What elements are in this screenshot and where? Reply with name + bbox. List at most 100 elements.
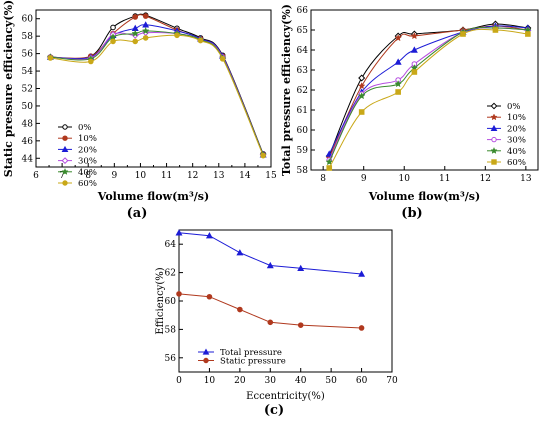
- legend-marker: [490, 113, 498, 121]
- legend-label: 60%: [78, 179, 97, 189]
- legend-marker: [203, 357, 209, 364]
- legend-marker: [491, 159, 497, 165]
- y-tick-label: 65: [297, 26, 309, 36]
- legend-label: Total pressure: [220, 348, 282, 358]
- plot-frame: [310, 9, 539, 171]
- legend-marker: [491, 136, 497, 143]
- y-tick-label: 56: [22, 50, 34, 60]
- x-tick-label: 60: [356, 376, 368, 386]
- legend-label: 20%: [78, 145, 97, 155]
- y-tick-label: 56: [165, 354, 177, 364]
- legend-marker: [490, 146, 498, 154]
- data-point: [358, 325, 365, 331]
- data-point: [358, 74, 366, 82]
- series-0-: [325, 20, 532, 160]
- data-point: [357, 92, 366, 100]
- y-tick-label: 61: [297, 106, 308, 116]
- panel-label-b: (b): [401, 206, 422, 221]
- data-point: [110, 24, 116, 31]
- data-point: [297, 322, 304, 328]
- plot-frame: [178, 229, 393, 373]
- y-axis-label: Static pressure efficiency(%): [2, 0, 15, 177]
- data-point: [109, 33, 117, 41]
- x-axis-label: Volume flow(m³/s): [368, 190, 480, 203]
- data-point: [141, 26, 150, 35]
- y-axis-label: Efficiency(%): [155, 267, 166, 334]
- legend-label: 10%: [507, 113, 526, 123]
- data-point: [47, 55, 54, 61]
- y-tick-label: 44: [22, 154, 34, 164]
- data-point: [236, 249, 244, 256]
- y-tick-label: 48: [22, 119, 34, 129]
- data-point: [460, 31, 466, 37]
- x-tick-label: 15: [265, 171, 277, 181]
- series-line: [178, 293, 362, 329]
- data-point: [142, 13, 149, 19]
- x-tick-label: 70: [386, 376, 398, 386]
- x-axis-label: Volume flow(m³/s): [97, 190, 209, 203]
- legend-label: 40%: [507, 147, 526, 157]
- data-point: [219, 56, 226, 62]
- chart-static-pressure-efficiency: 6 7 8 9 10 11 12 13 14 15 44 46 48 50 52 54 56 58 60 Volume…: [2, 0, 277, 203]
- legend-marker: [62, 124, 68, 130]
- legend-marker: [62, 180, 68, 186]
- x-tick-label: 8: [320, 174, 326, 184]
- x-tick-label: 0: [176, 376, 182, 386]
- legend-label: 60%: [507, 158, 526, 168]
- y-tick-label: 60: [165, 297, 177, 307]
- data-point: [394, 80, 402, 88]
- x-tick-label: 8: [85, 171, 91, 181]
- legend-marker: [62, 135, 68, 141]
- series-static-pressure: [176, 291, 365, 331]
- data-point: [357, 82, 366, 90]
- data-point: [325, 150, 333, 157]
- x-tick-label: 7: [59, 171, 65, 181]
- data-point: [142, 35, 149, 41]
- data-point: [175, 229, 183, 236]
- x-tick-label: 11: [439, 174, 450, 184]
- data-point: [395, 89, 401, 95]
- chart-efficiency-vs-eccentricity: 0 10 20 30 40 50 60 70 56 58 60 62 64 Eccentricity(%)…: [155, 229, 398, 402]
- data-point: [205, 232, 213, 239]
- y-tick-label: 54: [22, 67, 34, 77]
- x-tick-label: 40: [295, 376, 307, 386]
- data-point: [206, 293, 213, 300]
- data-point: [132, 14, 139, 20]
- y-tick-label: 60: [22, 15, 34, 25]
- legend-marker: [490, 102, 498, 110]
- x-tick-label: 50: [325, 376, 337, 386]
- data-point: [326, 165, 333, 171]
- y-tick-label: 58: [22, 32, 34, 42]
- x-tick-label: 9: [111, 171, 117, 181]
- x-tick-label: 14: [239, 171, 251, 181]
- y-tick-label: 59: [297, 146, 309, 156]
- data-point: [132, 38, 139, 45]
- y-tick-label: 46: [22, 137, 34, 147]
- x-tick-label: 20: [234, 376, 246, 386]
- legend-marker: [202, 348, 210, 355]
- legend-marker: [490, 124, 498, 132]
- x-tick-label: 13: [213, 171, 225, 181]
- x-axis-label: Eccentricity(%): [246, 391, 325, 402]
- legend-label: 30%: [507, 136, 526, 146]
- y-tick-label: 60: [297, 126, 309, 136]
- series-total-pressure: [175, 229, 366, 277]
- data-point: [260, 152, 266, 159]
- y-tick-label: 52: [22, 85, 33, 95]
- legend-marker: [61, 167, 69, 175]
- panel-label-c: (c): [264, 403, 284, 418]
- data-point: [411, 69, 418, 75]
- x-tick-label: 11: [161, 171, 172, 181]
- series-60-: [47, 32, 266, 159]
- y-tick-label: 63: [297, 66, 309, 76]
- data-point: [325, 158, 334, 166]
- y-tick-label: 66: [297, 6, 309, 16]
- x-tick-label: 13: [520, 174, 532, 184]
- y-tick-label: 58: [297, 166, 309, 176]
- series-line: [178, 232, 362, 275]
- legend-marker: [61, 157, 69, 165]
- x-tick-label: 30: [265, 376, 277, 386]
- panel-label-a: (a): [127, 206, 148, 221]
- legend-label: 0%: [78, 123, 92, 133]
- data-point: [237, 306, 243, 313]
